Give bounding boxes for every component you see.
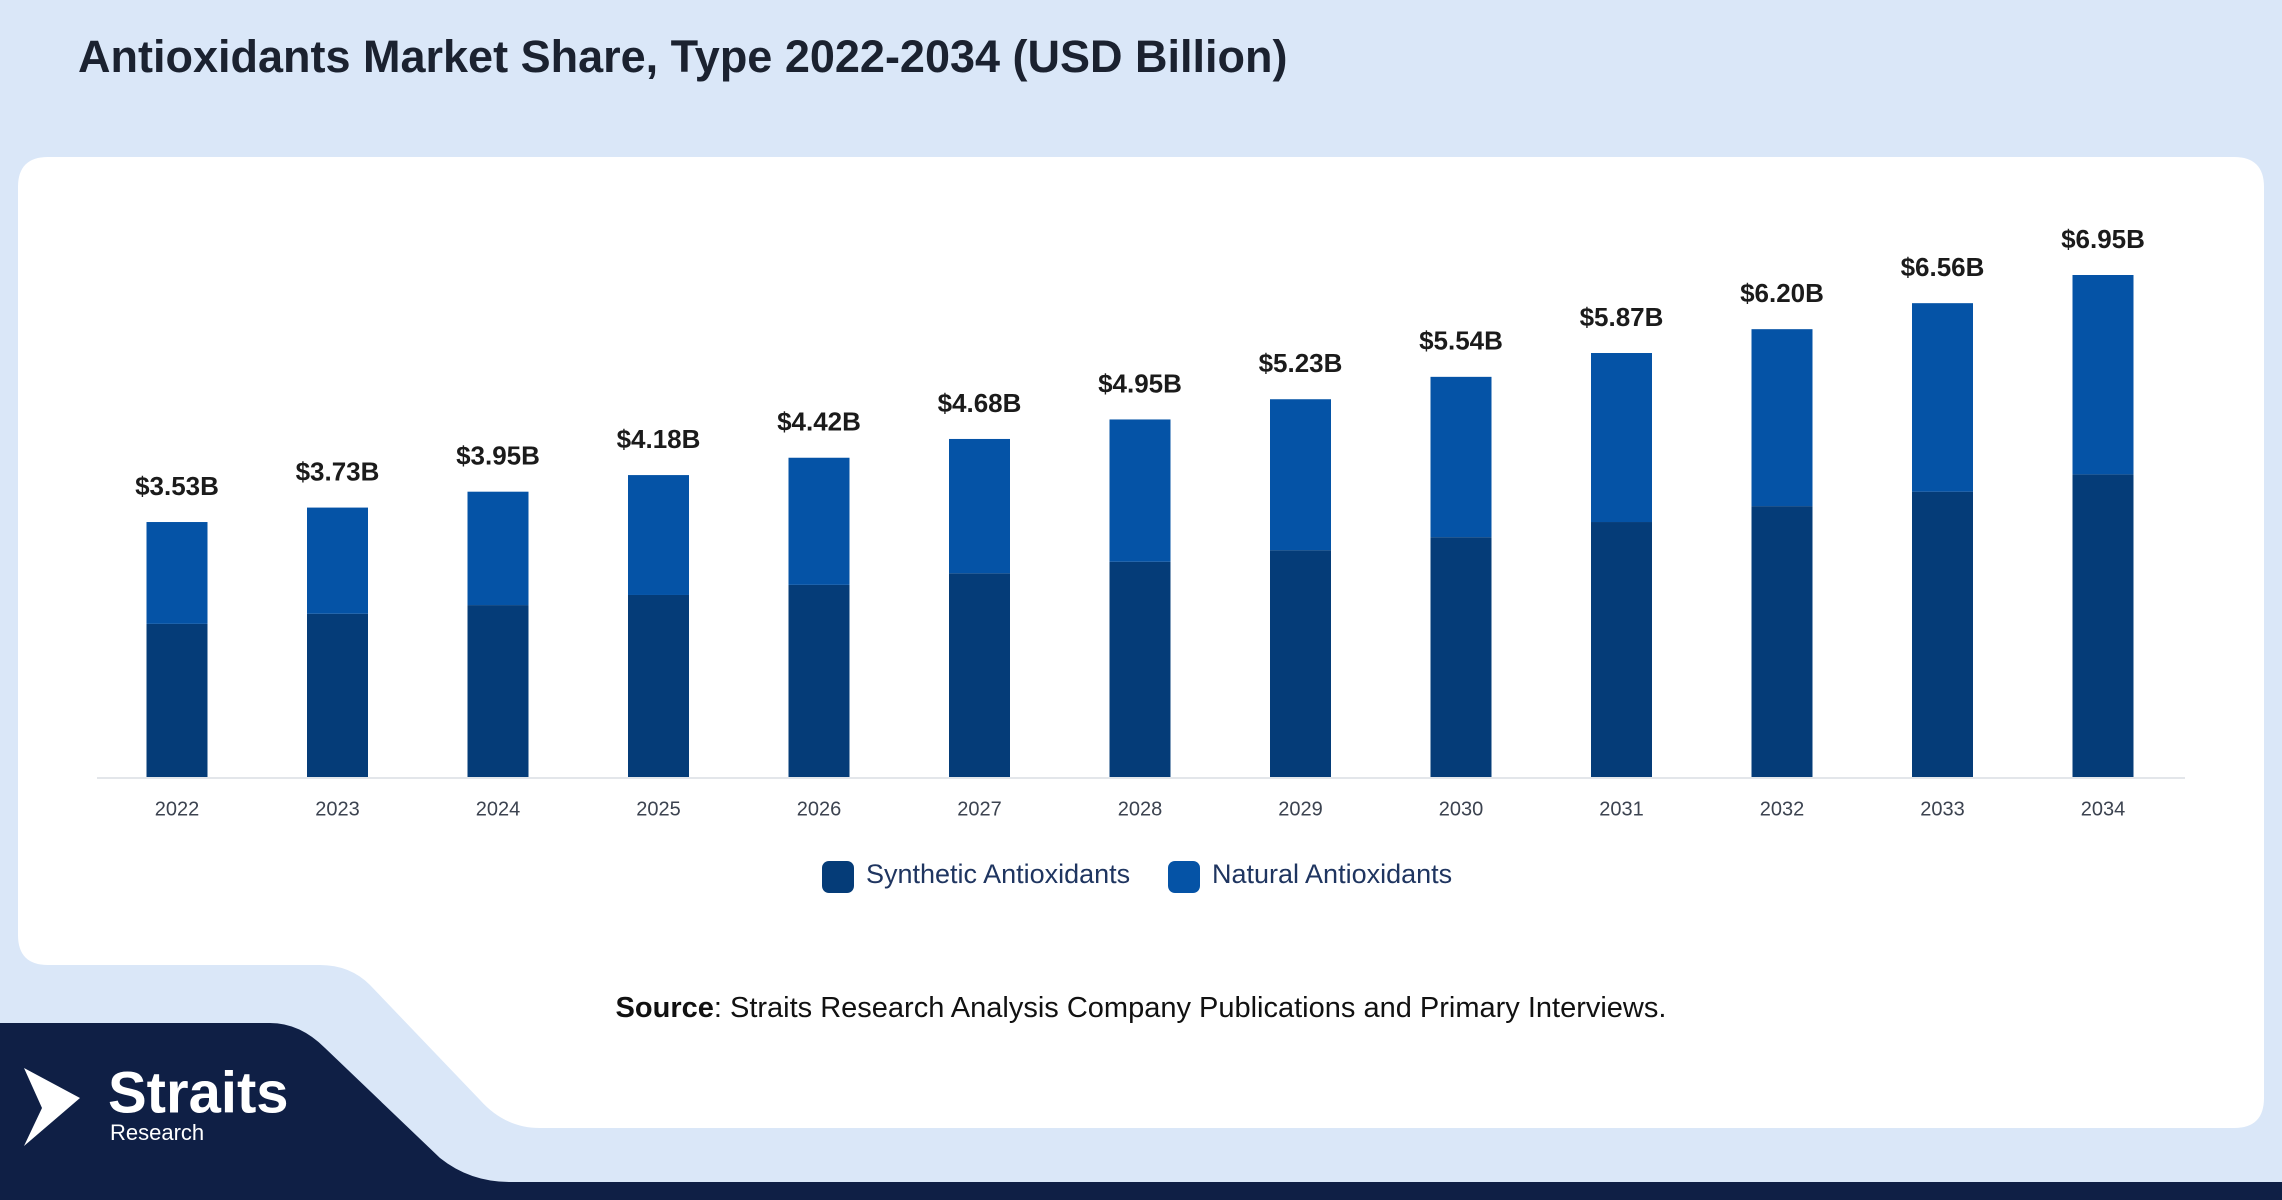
legend-label: Natural Antioxidants	[1212, 859, 1452, 889]
total-label: $3.95B	[456, 441, 540, 471]
bar-segment	[1751, 329, 1813, 507]
x-tick-label: 2024	[476, 798, 521, 820]
total-label: $4.18B	[617, 424, 701, 454]
bar-segment	[1912, 491, 1973, 777]
bar-segment	[1270, 399, 1331, 551]
chart-title: Antioxidants Market Share, Type 2022-203…	[78, 31, 1288, 82]
logo-sub: Research	[110, 1120, 204, 1145]
total-label: $3.53B	[135, 471, 219, 501]
total-label: $6.20B	[1740, 278, 1824, 308]
bar-segment	[1591, 522, 1652, 777]
bar-segment	[788, 457, 850, 585]
source: Source: Straits Research Analysis Compan…	[616, 992, 1667, 1024]
bar-segment	[949, 438, 1010, 574]
x-tick-label: 2034	[2081, 798, 2126, 820]
bar-segment	[1591, 353, 1652, 523]
bar-segment	[467, 491, 529, 606]
x-tick-label: 2023	[315, 798, 360, 820]
total-label: $4.68B	[938, 388, 1022, 418]
x-tick-label: 2029	[1278, 798, 1323, 820]
bar-segment	[1430, 537, 1492, 777]
legend-swatch	[1168, 861, 1200, 893]
x-tick-label: 2030	[1439, 798, 1484, 820]
bar-segment	[949, 573, 1010, 777]
x-tick-label: 2022	[155, 798, 200, 820]
bar-segment	[2072, 474, 2134, 777]
bar-segment	[1751, 506, 1813, 777]
total-label: $6.56B	[1901, 252, 1985, 282]
total-label: $4.95B	[1098, 368, 1182, 398]
footer-band	[0, 1023, 2282, 1200]
bar-segment	[1109, 561, 1171, 777]
bar-segment	[1430, 376, 1492, 538]
legend-label: Synthetic Antioxidants	[866, 859, 1130, 889]
total-label: $4.42B	[777, 407, 861, 437]
bar-segment	[628, 475, 689, 595]
logo-name: Straits	[108, 1060, 289, 1125]
bar-segment	[628, 594, 689, 777]
bar-segment	[1109, 419, 1171, 562]
x-tick-label: 2027	[957, 798, 1002, 820]
total-label: $3.73B	[296, 456, 380, 486]
x-tick-label: 2028	[1118, 798, 1163, 820]
bar-segment	[146, 522, 208, 624]
x-tick-label: 2032	[1760, 798, 1805, 820]
x-tick-label: 2033	[1920, 798, 1965, 820]
bar-segment	[307, 613, 368, 777]
bar-segment	[1912, 303, 1973, 492]
total-label: $5.54B	[1419, 326, 1503, 356]
source-label: Source	[616, 992, 714, 1024]
x-tick-label: 2026	[797, 798, 842, 820]
bar-segment	[1270, 550, 1331, 777]
bar-segment	[2072, 275, 2134, 475]
x-tick-label: 2025	[636, 798, 681, 820]
bar-segment	[788, 584, 850, 777]
x-tick-label: 2031	[1599, 798, 1644, 820]
total-label: $5.87B	[1580, 302, 1664, 332]
logo-icon	[24, 1068, 80, 1146]
legend-swatch	[822, 861, 854, 893]
total-label: $5.23B	[1259, 348, 1343, 378]
source-text: : Straits Research Analysis Company Publ…	[714, 992, 1667, 1024]
bar-segment	[467, 605, 529, 777]
bar-segment	[307, 507, 368, 614]
total-label: $6.95B	[2061, 224, 2145, 254]
bar-segment	[146, 623, 208, 777]
